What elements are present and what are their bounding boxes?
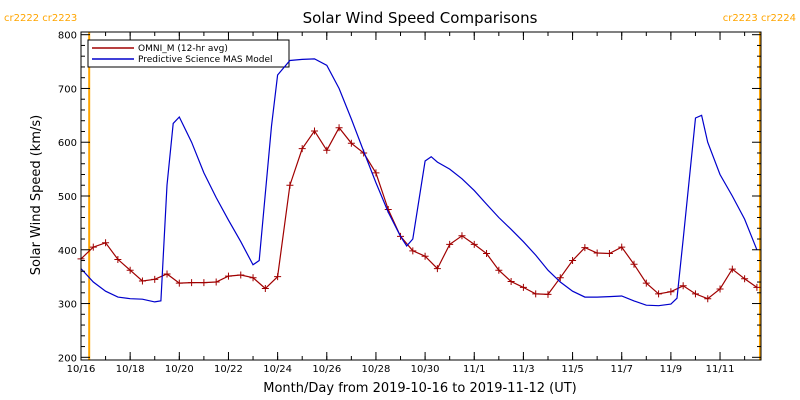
data-point-s0-53 <box>728 265 736 273</box>
data-point-s0-52 <box>716 285 724 293</box>
data-point-s0-7 <box>163 270 171 278</box>
series-line-1 <box>80 58 758 307</box>
y-axis-label: Solar Wind Speed (km/s) <box>29 115 44 275</box>
data-point-s0-31 <box>458 232 466 240</box>
data-point-s0-10 <box>200 279 208 287</box>
x-tick-label-7: 10/30 <box>411 364 440 375</box>
data-point-s0-4 <box>126 266 134 274</box>
data-point-s0-27 <box>409 247 417 255</box>
data-point-s0-15 <box>261 284 269 292</box>
data-point-s0-44 <box>618 243 626 251</box>
data-point-s0-22 <box>347 139 355 147</box>
data-point-s0-47 <box>655 290 663 298</box>
data-point-s0-9 <box>188 279 196 287</box>
data-point-s0-46 <box>642 279 650 287</box>
data-point-s0-35 <box>507 277 515 285</box>
y-tick-label-4: 600 <box>58 138 77 149</box>
x-tick-label-3: 10/22 <box>214 364 243 375</box>
data-point-s0-3 <box>114 255 122 263</box>
y-tick-label-0: 200 <box>58 353 77 364</box>
data-point-s0-40 <box>569 257 577 265</box>
data-point-s0-49 <box>679 282 687 290</box>
legend-label-1: Predictive Science MAS Model <box>138 55 273 65</box>
legend-label-0: OMNI_M (12-hr avg) <box>138 44 228 54</box>
data-point-s0-20 <box>323 146 331 154</box>
y-tick-label-5: 700 <box>58 84 77 95</box>
x-tick-label-8: 11/1 <box>463 364 485 375</box>
carrington-marker-label-1: cr2223 cr2224 <box>723 13 796 24</box>
data-point-s0-42 <box>593 249 601 257</box>
x-tick-label-5: 10/26 <box>312 364 341 375</box>
data-point-s0-51 <box>704 295 712 303</box>
y-tick-label-1: 300 <box>58 300 77 311</box>
legend: OMNI_M (12-hr avg)Predictive Science MAS… <box>87 39 290 68</box>
data-point-s0-43 <box>605 250 613 258</box>
data-point-s0-24 <box>372 169 380 177</box>
data-point-s0-6 <box>151 275 159 283</box>
data-point-s0-14 <box>249 274 257 282</box>
data-point-s0-37 <box>532 290 540 298</box>
data-point-s0-33 <box>483 250 491 258</box>
x-tick-label-13: 11/11 <box>706 364 735 375</box>
data-point-s0-19 <box>310 127 318 135</box>
data-point-s0-36 <box>519 283 527 291</box>
data-point-s0-11 <box>212 278 220 286</box>
x-tick-label-2: 10/20 <box>165 364 194 375</box>
data-point-s0-5 <box>138 277 146 285</box>
series-layer <box>77 58 761 307</box>
x-tick-label-11: 11/7 <box>610 364 632 375</box>
data-point-s0-2 <box>102 239 110 247</box>
data-point-s0-28 <box>421 252 429 260</box>
data-point-s0-21 <box>335 124 343 132</box>
data-point-s0-41 <box>581 244 589 252</box>
data-point-s0-29 <box>433 265 441 273</box>
legend-box <box>87 39 290 68</box>
data-point-s0-45 <box>630 260 638 268</box>
y-tick-label-2: 400 <box>58 246 77 257</box>
x-tick-label-6: 10/28 <box>362 364 391 375</box>
data-point-s0-50 <box>691 290 699 298</box>
x-tick-label-9: 11/3 <box>512 364 534 375</box>
data-point-s0-48 <box>667 288 675 296</box>
data-point-s0-38 <box>544 290 552 298</box>
data-point-s0-8 <box>175 279 183 287</box>
data-point-s0-55 <box>753 283 761 291</box>
y-tick-label-6: 800 <box>58 31 77 42</box>
data-point-s0-13 <box>237 271 245 279</box>
data-point-s0-30 <box>446 240 454 248</box>
x-tick-label-10: 11/5 <box>561 364 583 375</box>
data-point-s0-32 <box>470 240 478 248</box>
data-point-s0-54 <box>741 275 749 283</box>
data-point-s0-1 <box>89 243 97 251</box>
x-tick-label-12: 11/9 <box>660 364 682 375</box>
data-point-s0-18 <box>298 145 306 153</box>
data-point-s0-16 <box>274 273 282 281</box>
data-point-s0-17 <box>286 181 294 189</box>
x-tick-label-4: 10/24 <box>263 364 292 375</box>
data-point-s0-12 <box>224 272 232 280</box>
data-point-s0-39 <box>556 274 564 282</box>
x-tick-label-0: 10/16 <box>67 364 96 375</box>
axes: 200 300 400 500 600 700 800 10/16 10/18 10/20 10/2… <box>58 31 762 375</box>
y-tick-label-3: 500 <box>58 192 77 203</box>
x-tick-label-1: 10/18 <box>116 364 145 375</box>
x-axis-label: Month/Day from 2019-10-16 to 2019-11-12 … <box>263 381 576 396</box>
data-point-s0-34 <box>495 266 503 274</box>
carrington-marker-label-0: cr2222 cr2223 <box>4 13 77 24</box>
chart-title: Solar Wind Speed Comparisons <box>303 9 538 27</box>
